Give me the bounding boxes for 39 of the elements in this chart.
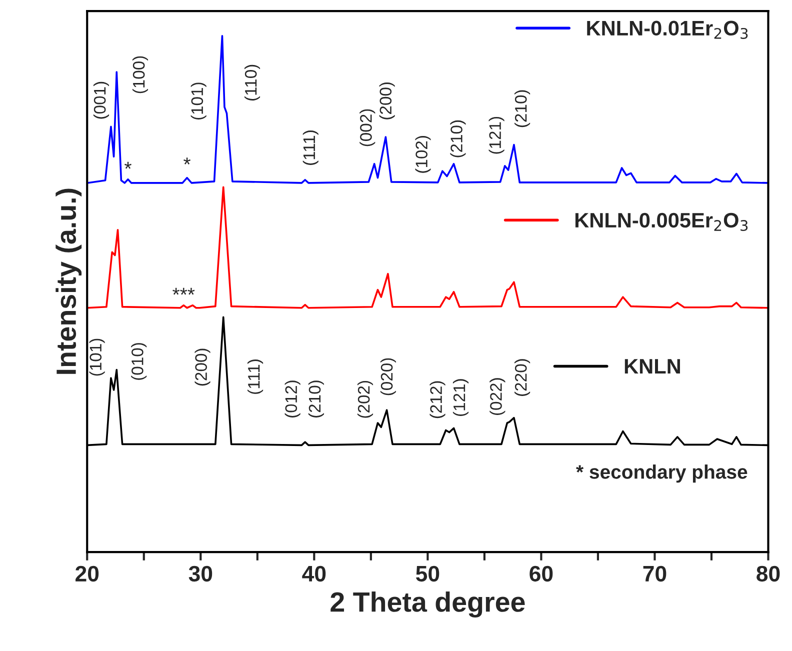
x-axis-title: 2 Theta degree bbox=[330, 592, 525, 618]
annotation: *** bbox=[172, 288, 195, 295]
x-tick-label: 70 bbox=[643, 566, 666, 582]
x-tick-label: 20 bbox=[76, 566, 99, 582]
annotation: (111) bbox=[248, 360, 264, 394]
annotation: (001) bbox=[93, 82, 109, 119]
annotation: * bbox=[124, 162, 132, 169]
annotation: (200) bbox=[194, 348, 210, 386]
x-tick-label: 30 bbox=[188, 566, 212, 582]
legend-label: KNLN bbox=[624, 359, 680, 374]
annotation: (022) bbox=[490, 378, 506, 416]
annotation: * bbox=[184, 158, 190, 164]
annotation: (020) bbox=[380, 358, 396, 396]
annotation: (210) bbox=[308, 380, 324, 418]
annotation: (010) bbox=[131, 343, 147, 380]
annotation: (210) bbox=[450, 120, 466, 158]
annotation: (212) bbox=[430, 381, 446, 418]
annotation: (101) bbox=[190, 82, 206, 120]
annotation: (012) bbox=[284, 380, 300, 418]
annotation: (200) bbox=[379, 82, 395, 120]
annotation: (202) bbox=[357, 380, 373, 418]
annotation: (111) bbox=[302, 130, 318, 165]
annotation: (002) bbox=[360, 109, 376, 146]
annotation: (210) bbox=[514, 90, 530, 128]
legend-label: KNLN-0.005Er$_{2}$O$_{3}$ bbox=[575, 212, 748, 232]
annotation: (121) bbox=[488, 116, 504, 154]
legend-label: KNLN-0.01Er$_{2}$O$_{3}$ bbox=[587, 20, 748, 39]
annotation: (121) bbox=[452, 379, 468, 416]
x-tick-label: 50 bbox=[416, 566, 440, 582]
annotation: (110) bbox=[244, 64, 260, 100]
annotation: (101) bbox=[89, 338, 105, 376]
x-tick-label: 40 bbox=[302, 566, 326, 582]
annotation: (220) bbox=[514, 359, 530, 396]
y-axis-title: Intensity (a.u.) bbox=[56, 188, 82, 374]
annotation: (102) bbox=[415, 136, 431, 173]
annotation: * secondary phase bbox=[576, 464, 748, 483]
annotation: (100) bbox=[132, 56, 148, 94]
x-tick-label: 80 bbox=[756, 566, 780, 582]
x-tick-label: 60 bbox=[530, 566, 553, 582]
